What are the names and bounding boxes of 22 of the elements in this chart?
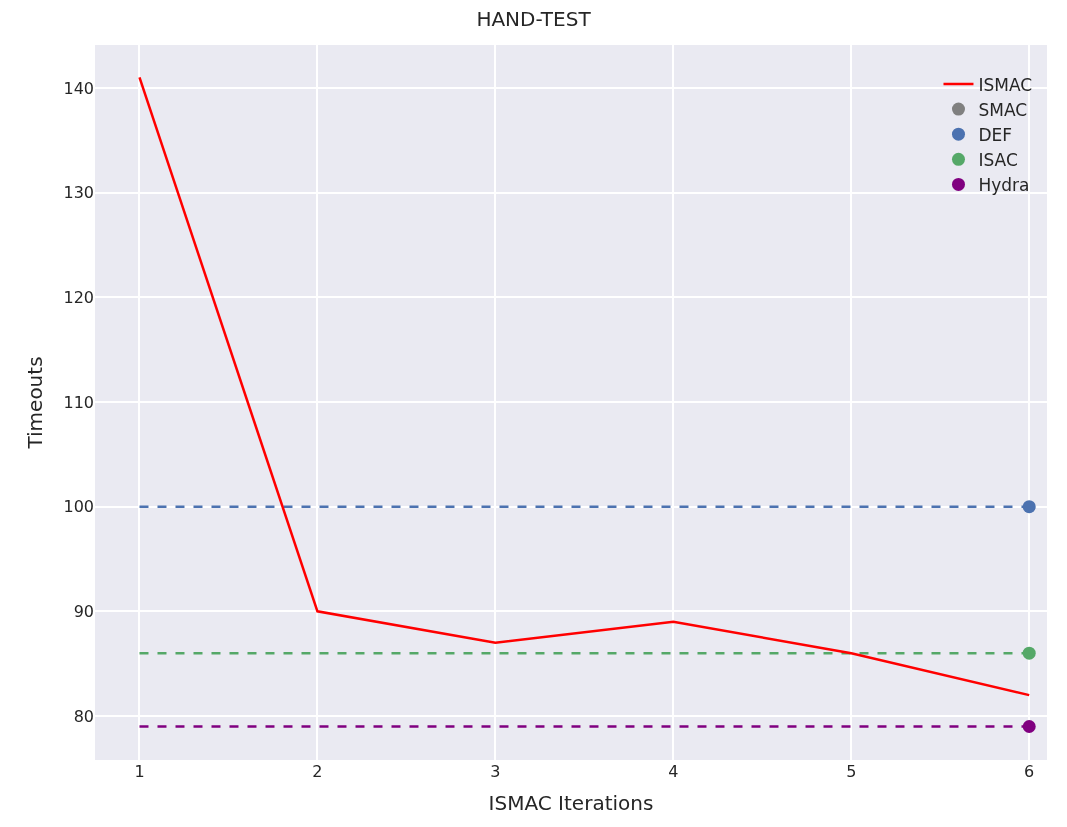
- x-tick-label: 1: [134, 762, 145, 781]
- x-tick-label: 4: [668, 762, 679, 781]
- chart-title: HAND-TEST: [476, 7, 592, 32]
- y-tick-label: 100: [63, 497, 94, 517]
- y-tick-label: 80: [73, 706, 94, 726]
- y-axis-title: Timeouts: [22, 356, 47, 450]
- y-tick-label: 120: [63, 287, 94, 307]
- y-tick-label: 140: [63, 78, 94, 98]
- legend-label: DEF: [978, 124, 1013, 145]
- y-tick-label: 110: [63, 392, 94, 412]
- legend-label: ISMAC: [978, 74, 1033, 95]
- legend-label: SMAC: [978, 99, 1028, 120]
- legend-label: ISAC: [978, 149, 1018, 170]
- x-axis-title: ISMAC Iterations: [488, 790, 654, 815]
- legend-label: Hydra: [978, 175, 1030, 196]
- y-tick-label: 130: [63, 183, 94, 203]
- line-series: [138, 76, 1031, 697]
- x-tick-label: 2: [312, 762, 323, 781]
- y-tick-label: 90: [73, 601, 94, 621]
- x-tick-label: 3: [490, 762, 501, 781]
- x-tick-label: 6: [1024, 762, 1035, 781]
- x-tick-label: 5: [846, 762, 857, 781]
